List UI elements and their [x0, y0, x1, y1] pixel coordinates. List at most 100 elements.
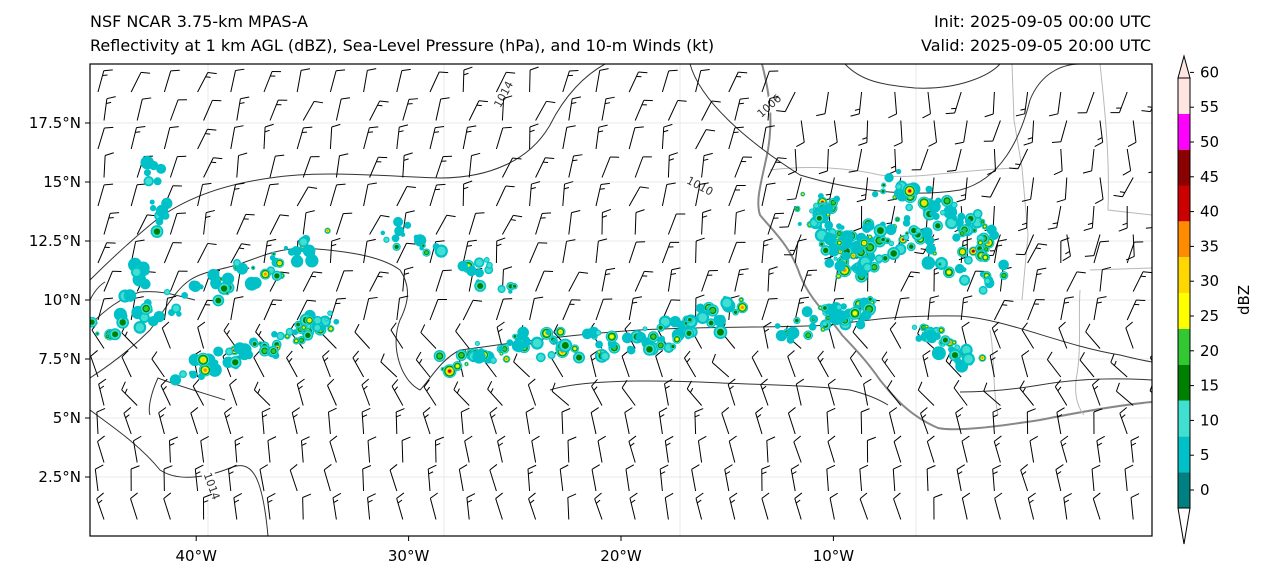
wind-barb	[1132, 271, 1152, 292]
wind-barb	[97, 297, 114, 321]
wind-barb	[1082, 148, 1095, 174]
wind-barb	[395, 408, 405, 435]
reflectivity-cell	[862, 241, 866, 245]
wind-barb	[1049, 91, 1062, 117]
wind-barb	[90, 350, 99, 378]
wind-barb	[1027, 299, 1045, 321]
wind-barb	[263, 299, 282, 321]
wind-barb	[734, 268, 749, 292]
reflectivity-cell	[942, 337, 948, 343]
wind-barb	[363, 296, 378, 321]
wind-barb	[103, 212, 120, 235]
wind-barb	[920, 407, 929, 435]
wind-barb	[130, 492, 138, 520]
reflectivity-cell	[573, 347, 577, 351]
isobar-label-bg	[201, 470, 224, 502]
wind-barb	[695, 237, 705, 264]
wind-barb	[468, 100, 488, 121]
wind-barb	[363, 238, 376, 264]
reflectivity-cell	[951, 352, 959, 359]
reflectivity-cell	[740, 298, 743, 301]
reflectivity-cell	[135, 323, 145, 332]
reflectivity-cell	[457, 260, 468, 272]
colorbar-tick-label: 20	[1200, 342, 1219, 360]
colorbar-swatch	[1178, 436, 1190, 473]
wind-barb	[269, 99, 288, 121]
wind-barb	[420, 324, 437, 349]
wind-barb	[435, 155, 453, 178]
reflectivity-cell	[393, 216, 404, 227]
reflectivity-cell	[621, 332, 633, 344]
wind-barb	[829, 120, 838, 148]
wind-barb	[1145, 227, 1152, 229]
wind-barb	[266, 493, 276, 520]
wind-barb	[659, 464, 669, 492]
wind-barb	[98, 378, 107, 406]
wind-barb	[993, 299, 1014, 321]
wind-barb	[236, 152, 248, 178]
reflectivity-cell	[881, 237, 885, 242]
wind-barb	[767, 266, 778, 292]
wind-barb	[363, 68, 377, 93]
wind-barb	[634, 209, 645, 235]
reflectivity-cell	[698, 313, 707, 322]
wind-barb	[163, 465, 173, 492]
wind-barb	[658, 407, 668, 435]
reflectivity-cell	[498, 286, 505, 292]
reflectivity-cell	[981, 357, 984, 360]
wind-barb	[429, 126, 445, 150]
title-valid: Valid: 2025-09-05 20:00 UTC	[920, 36, 1151, 55]
wind-barb	[1130, 436, 1140, 463]
wind-barb	[1113, 177, 1134, 198]
reflectivity-cell	[1002, 273, 1006, 278]
reflectivity-cell	[905, 232, 909, 235]
lon-label: 20°W	[600, 547, 642, 565]
wind-barb	[132, 435, 142, 463]
wind-barb	[460, 407, 470, 435]
wind-barb	[163, 492, 172, 520]
wind-barb	[535, 157, 555, 178]
wind-barb	[1056, 177, 1068, 203]
reflectivity-cell	[140, 266, 150, 276]
wind-barb	[423, 379, 437, 406]
wind-barb	[1130, 493, 1140, 520]
wind-barb	[369, 156, 388, 178]
wind-barb	[795, 378, 805, 406]
wind-barb	[551, 382, 570, 406]
reflectivity-cell	[121, 313, 128, 320]
reflectivity-cell	[189, 370, 198, 379]
reflectivity-cell	[850, 264, 858, 272]
reflectivity-cell	[459, 353, 464, 358]
wind-barb	[960, 295, 973, 321]
wind-barb	[535, 270, 554, 292]
wind-barb	[402, 152, 413, 178]
colorbar-tick-label: 15	[1200, 377, 1219, 395]
reflectivity-cell	[302, 244, 316, 258]
reflectivity-cell	[678, 323, 686, 332]
wind-barb	[160, 378, 171, 406]
wind-barb	[1159, 465, 1167, 491]
reflectivity-cell	[925, 325, 928, 328]
reflectivity-cell	[188, 280, 200, 292]
reflectivity-cell	[775, 330, 788, 342]
reflectivity-cell	[609, 334, 614, 339]
reflectivity-cell	[598, 351, 600, 353]
wind-barb	[363, 182, 377, 207]
wind-barb	[987, 148, 996, 176]
reflectivity-layer	[90, 155, 1009, 386]
wind-barb	[194, 464, 204, 492]
wind-barb	[1092, 492, 1101, 520]
wind-barb	[991, 321, 1001, 349]
wind-barb	[751, 350, 763, 378]
wind-barb	[361, 407, 371, 435]
reflectivity-cell	[861, 309, 872, 321]
reflectivity-cell	[506, 339, 514, 346]
wind-barb	[203, 99, 222, 121]
wind-barb	[302, 271, 323, 292]
wind-barb	[1091, 464, 1101, 492]
wind-barb	[527, 464, 537, 492]
reflectivity-cell	[215, 270, 220, 275]
wind-barb	[462, 66, 473, 93]
wind-barb	[329, 297, 346, 321]
wind-barb	[367, 436, 377, 463]
